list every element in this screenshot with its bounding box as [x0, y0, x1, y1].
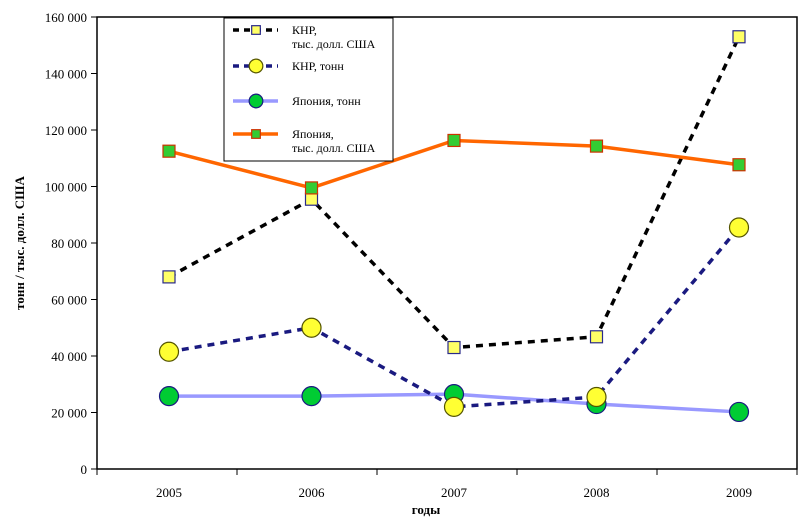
data-point	[162, 144, 176, 158]
x-tick-label: 2007	[441, 485, 468, 500]
y-tick-label: 40 000	[51, 349, 87, 364]
legend-label: Япония,	[292, 127, 334, 141]
x-tick-label: 2005	[156, 485, 182, 500]
data-point	[301, 386, 322, 407]
data-point	[589, 330, 604, 344]
y-tick-label: 120 000	[45, 123, 87, 138]
legend-item: КНР, тонн	[233, 58, 344, 74]
data-point	[447, 340, 461, 355]
y-tick-label: 100 000	[45, 180, 87, 195]
data-point	[728, 401, 750, 423]
data-point	[304, 192, 319, 206]
y-tick-label: 0	[81, 462, 88, 477]
y-tick-label: 20 000	[51, 406, 87, 421]
legend-label: тыс. долл. США	[292, 141, 376, 155]
series-1	[158, 217, 750, 417]
legend-label: КНР,	[292, 23, 317, 37]
legend-item: Япония, тонн	[233, 93, 361, 109]
data-point	[304, 181, 319, 195]
x-tick-label: 2008	[584, 485, 610, 500]
y-tick-label: 140 000	[45, 67, 87, 82]
legend-swatch-marker	[248, 93, 264, 109]
series-0	[162, 30, 746, 355]
x-tick-label: 2009	[726, 485, 752, 500]
data-point	[586, 386, 607, 408]
legend-label: КНР, тонн	[292, 59, 344, 73]
x-tick-label: 2006	[299, 485, 326, 500]
data-point	[589, 139, 604, 153]
legend-item: КНР,тыс. долл. США	[233, 23, 376, 51]
data-point	[732, 30, 746, 44]
y-tick-label: 80 000	[51, 236, 87, 251]
legend-label: Япония, тонн	[292, 94, 361, 108]
legend-swatch-marker	[248, 58, 264, 74]
tick-labels: 0 20 000 40 000 60 000 80 000 100 000 120 000 1…	[45, 10, 752, 500]
legend-swatch-marker	[251, 25, 261, 35]
y-tick-label: 60 000	[51, 293, 87, 308]
data-point	[158, 341, 180, 362]
series-3	[162, 133, 746, 195]
series-group	[158, 30, 750, 423]
data-point	[728, 217, 750, 238]
legend-label: тыс. долл. США	[292, 37, 376, 51]
axes	[91, 16, 798, 475]
series-line	[168, 226, 741, 409]
data-point	[162, 270, 176, 284]
data-point	[158, 386, 180, 407]
y-tick-label: 160 000	[45, 10, 87, 25]
legend-swatch-marker	[251, 129, 261, 139]
data-point	[732, 158, 746, 172]
data-point	[447, 133, 461, 148]
legend-item: Япония,тыс. долл. США	[233, 127, 376, 155]
data-point	[443, 396, 465, 417]
y-axis-title: тонн / тыс. долл. США	[12, 176, 27, 310]
x-axis-title: годы	[412, 502, 440, 517]
data-point	[301, 317, 322, 338]
